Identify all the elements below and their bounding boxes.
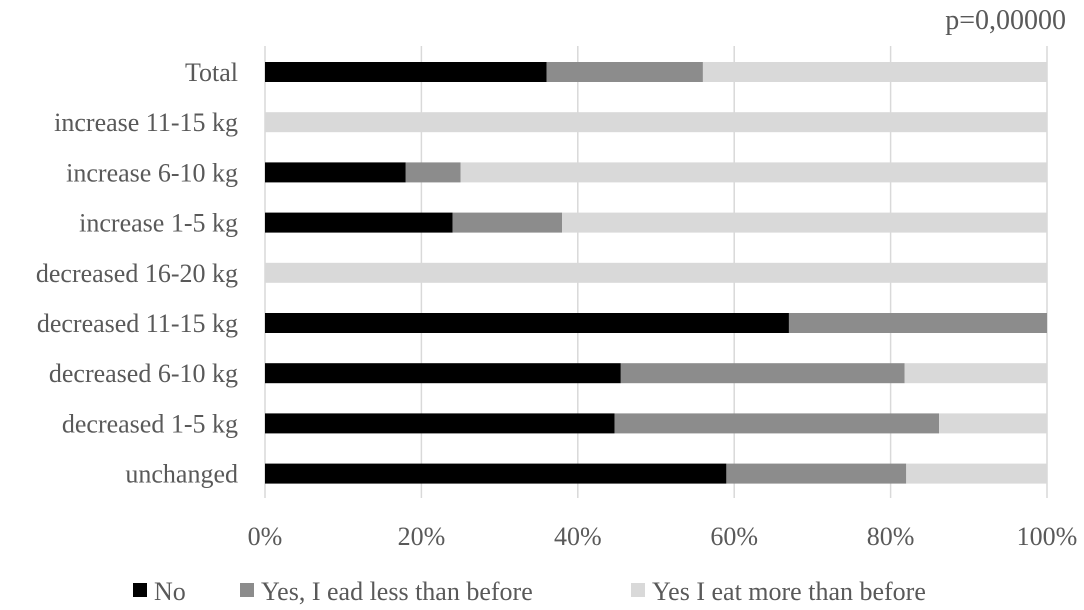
- legend-label: Yes I eat more than before: [652, 577, 926, 606]
- x-tick-label: 40%: [554, 522, 602, 551]
- legend-label: No: [154, 577, 186, 606]
- bar-segment-series-2: [904, 363, 1047, 384]
- bar-segment-series-1: [546, 62, 703, 82]
- bar-segment-series-0: [265, 363, 621, 384]
- category-label: decreased 11-15 kg: [37, 309, 238, 338]
- category-label: unchanged: [125, 460, 238, 489]
- bar-segment-series-2: [702, 62, 1047, 82]
- x-tick-label: 20%: [398, 522, 446, 551]
- x-tick-label: 80%: [867, 522, 915, 551]
- legend-swatch: [631, 583, 645, 597]
- bar-segment-series-0: [265, 463, 727, 484]
- legend-swatch: [133, 583, 147, 597]
- bar-segment-series-1: [726, 463, 907, 484]
- legend-label: Yes, I ead less than before: [261, 577, 533, 606]
- x-tick-label: 0%: [248, 522, 283, 551]
- bar-segment-series-2: [906, 463, 1047, 484]
- category-label: decreased 6-10 kg: [49, 359, 238, 388]
- bar-segment-series-2: [265, 262, 1047, 283]
- bar-segment-series-2: [460, 162, 1047, 183]
- bars: [265, 62, 1047, 484]
- bar-segment-series-2: [562, 212, 1047, 233]
- legend-swatch: [240, 583, 254, 597]
- bar-segment-series-0: [265, 212, 453, 233]
- legend: No Yes, I ead less than before Yes I eat m…: [133, 577, 926, 606]
- bar-segment-series-0: [265, 413, 615, 434]
- bar-segment-series-2: [939, 413, 1047, 434]
- bar-segment-series-1: [614, 413, 940, 434]
- x-tick-label: 100%: [1017, 522, 1078, 551]
- category-label: increase 11-15 kg: [54, 108, 238, 137]
- p-value-annotation: p=0,00000: [945, 5, 1066, 36]
- bar-segment-series-1: [788, 313, 1047, 333]
- category-label: increase 1-5 kg: [79, 209, 238, 238]
- x-tick-label: 60%: [710, 522, 758, 551]
- x-tick-labels: 0% 20% 40% 60% 80% 100%: [248, 522, 1078, 551]
- bar-segment-series-2: [265, 112, 1047, 133]
- category-label: decreased 1-5 kg: [62, 409, 238, 438]
- bar-segment-series-1: [405, 162, 461, 183]
- bar-segment-series-1: [620, 363, 905, 384]
- category-labels: Total increase 11-15 kg increase 6-10 kg in…: [36, 58, 238, 489]
- bar-segment-series-1: [452, 212, 563, 233]
- category-label: increase 6-10 kg: [66, 158, 238, 187]
- category-label: decreased 16-20 kg: [36, 259, 238, 288]
- category-label: Total: [185, 58, 238, 87]
- bar-segment-series-0: [265, 162, 406, 183]
- bar-segment-series-0: [265, 313, 789, 333]
- bar-segment-series-0: [265, 62, 547, 82]
